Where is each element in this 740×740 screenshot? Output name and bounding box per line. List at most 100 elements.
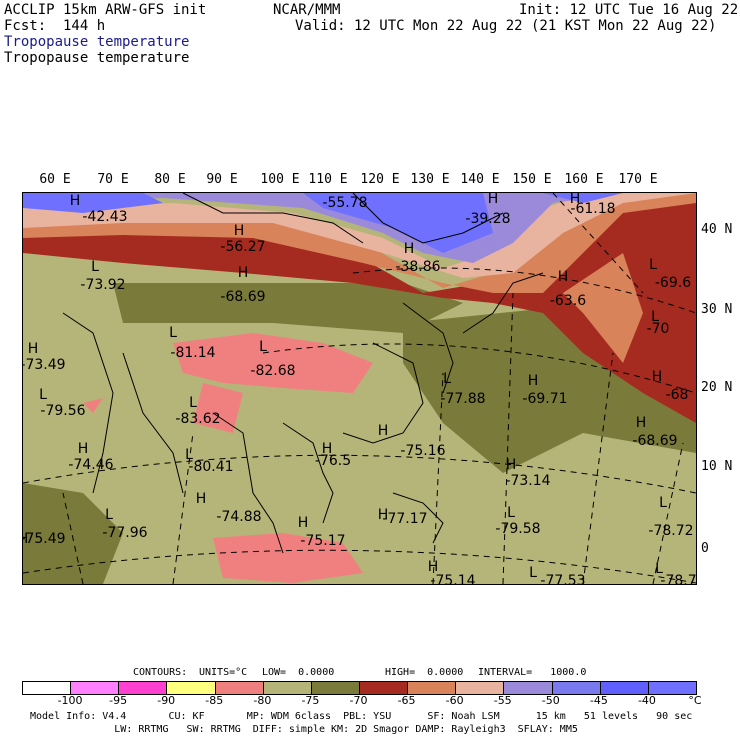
extreme-value: -77.96: [102, 525, 148, 541]
legend-tick-label: -40: [637, 694, 656, 707]
lat-label: 0: [701, 541, 709, 556]
extreme-value: -81.14: [170, 345, 216, 361]
low-marker: L: [259, 339, 267, 355]
units-label: UNITS=°C: [199, 667, 248, 678]
legend-swatch: [167, 682, 216, 694]
high-marker: H: [233, 223, 245, 239]
legend-swatch: [552, 682, 601, 694]
low-label: LOW= 0.0000: [262, 667, 335, 678]
extreme-value: -42.43: [82, 209, 128, 225]
high-marker: H: [569, 192, 581, 207]
legend-tick-label: -90: [157, 694, 176, 707]
lat-label: 30 N: [701, 302, 733, 317]
valid-time: Valid: 12 UTC Mon 22 Aug 22 (21 KST Mon …: [295, 18, 717, 34]
lat-label: 40 N: [701, 222, 733, 237]
extreme-value: -75.14: [430, 573, 476, 585]
field-title-blue: Tropopause temperature: [4, 34, 190, 50]
high-label: HIGH= 0.0000: [385, 667, 464, 678]
high-marker: H: [427, 559, 439, 575]
center-label: NCAR/MMM: [273, 2, 341, 18]
legend-tick-label: -80: [253, 694, 272, 707]
legend-tick-label: -85: [205, 694, 224, 707]
extreme-value: -75.17: [300, 533, 346, 549]
legend-tick-label: -100: [57, 694, 83, 707]
extreme-value: -69.6: [654, 275, 692, 291]
extreme-value: -73.92: [80, 277, 126, 293]
extreme-value: -80.41: [188, 459, 234, 475]
lon-label: 160 E: [564, 172, 604, 187]
extreme-value: -74.88: [216, 509, 262, 525]
high-marker: H: [348, 193, 359, 197]
contours-label: CONTOURS:: [133, 667, 188, 678]
high-marker: H: [635, 415, 647, 431]
lon-label: 170 E: [618, 172, 658, 187]
low-marker: L: [655, 561, 663, 577]
lon-label: 140 E: [460, 172, 500, 187]
map-panel[interactable]: H-42.43H-55.78H-39.28H-61.18H-56.27H-38.…: [22, 192, 697, 585]
high-marker: H: [237, 265, 249, 281]
extreme-value: -74.46: [68, 457, 114, 473]
color-legend: [22, 681, 697, 695]
extreme-value: -77.88: [440, 391, 486, 407]
legend-swatch: [119, 682, 168, 694]
low-marker: L: [529, 565, 537, 581]
tropopause-temperature-field: [23, 193, 696, 584]
legend-tick-label: -65: [397, 694, 416, 707]
legend-swatch: [359, 682, 409, 694]
high-marker: H: [487, 192, 499, 207]
lon-label: 110 E: [308, 172, 348, 187]
legend-tick-label: -70: [349, 694, 368, 707]
low-marker: L: [105, 507, 113, 523]
legend-swatch: [600, 682, 649, 694]
low-marker: L: [185, 447, 193, 463]
legend-swatch: [23, 682, 72, 694]
high-marker: H: [403, 241, 415, 257]
extreme-value: -68.69: [220, 289, 266, 305]
low-marker: L: [189, 395, 197, 411]
lon-label: 80 E: [154, 172, 186, 187]
extreme-value: -56.27: [220, 239, 266, 255]
high-marker: H: [557, 269, 569, 285]
high-marker: H: [297, 515, 309, 531]
extreme-value: -76.5: [314, 453, 352, 469]
extreme-value: -77.53: [540, 573, 586, 585]
extreme-value: -38.86: [395, 259, 441, 275]
high-marker: H: [23, 531, 28, 547]
extreme-value: -68.69: [632, 433, 678, 449]
high-marker: H: [651, 369, 663, 385]
legend-tick-label: -75: [301, 694, 320, 707]
low-marker: L: [39, 387, 47, 403]
legend-swatch: [408, 682, 457, 694]
extreme-value: -75.49: [22, 531, 66, 547]
high-marker: H: [505, 457, 517, 473]
legend-swatch: [648, 682, 696, 694]
lon-label: 60 E: [39, 172, 71, 187]
extreme-value: -83.62: [175, 411, 221, 427]
forecast-hour: Fcst: 144 h: [4, 18, 106, 34]
low-marker: L: [659, 495, 667, 511]
extreme-value: -73.14: [505, 473, 551, 489]
legend-swatch: [215, 682, 264, 694]
legend-swatch: [263, 682, 312, 694]
extreme-value: -39.28: [465, 211, 511, 227]
lon-label: 70 E: [97, 172, 129, 187]
model-title: ACCLIP 15km ARW-GFS init: [4, 2, 207, 18]
extreme-value: -73.49: [22, 357, 66, 373]
high-marker: H: [527, 373, 539, 389]
extreme-value: -55.78: [322, 195, 368, 211]
high-marker: H: [27, 341, 39, 357]
lon-label: 90 E: [206, 172, 238, 187]
legend-tick-label: -50: [541, 694, 560, 707]
extreme-value: -82.68: [250, 363, 296, 379]
low-marker: L: [649, 257, 657, 273]
extreme-value: -63.6: [549, 293, 587, 309]
extreme-value: -78.72: [648, 523, 694, 539]
lon-label: 150 E: [512, 172, 552, 187]
low-marker: L: [443, 371, 451, 387]
legend-swatch: [504, 682, 553, 694]
lon-label: 130 E: [410, 172, 450, 187]
legend-tick-label: -95: [109, 694, 128, 707]
legend-swatch: [311, 682, 360, 694]
high-marker: H: [195, 491, 207, 507]
extreme-value: -70: [646, 321, 670, 337]
